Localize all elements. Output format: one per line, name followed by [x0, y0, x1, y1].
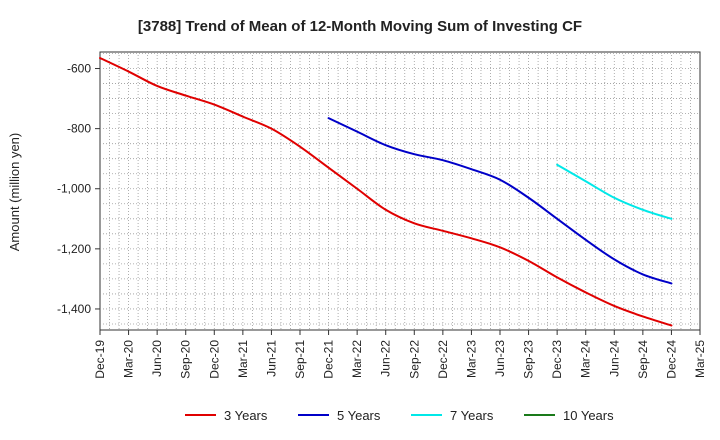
- x-axis: Dec-19 Mar-20 Jun-20 Sep-20 Dec-20 Mar-21 Jun-…: [93, 330, 707, 379]
- x-tick-label: Mar-20: [122, 340, 136, 378]
- x-tick-label: Jun-21: [264, 340, 278, 377]
- x-tick-label: Jun-22: [379, 340, 393, 377]
- x-tick-label: Mar-25: [693, 340, 707, 378]
- series-layer: [99, 57, 673, 327]
- x-tick-label: Mar-24: [579, 340, 593, 378]
- chart-title: [3788] Trend of Mean of 12-Month Moving …: [138, 18, 582, 35]
- x-tick-label: Jun-24: [607, 340, 621, 377]
- legend-label-3-years: 3 Years: [224, 408, 268, 423]
- y-tick-label: -600: [67, 62, 91, 76]
- legend-label-7-years: 7 Years: [450, 408, 494, 423]
- y-tick-label: -1,400: [57, 302, 91, 316]
- y-tick-label: -1,200: [57, 242, 91, 256]
- legend-label-5-years: 5 Years: [337, 408, 381, 423]
- x-tick-label: Dec-22: [436, 340, 450, 379]
- series-line-3-years: [99, 57, 673, 327]
- y-tick-label: -800: [67, 122, 91, 136]
- y-tick-label: -1,000: [57, 182, 91, 196]
- x-tick-label: Dec-19: [93, 340, 107, 379]
- x-tick-label: Sep-22: [407, 340, 421, 379]
- grid: [100, 52, 700, 330]
- x-tick-label: Jun-23: [493, 340, 507, 377]
- x-tick-label: Jun-20: [150, 340, 164, 377]
- legend: 3 Years 5 Years 7 Years 10 Years: [185, 408, 614, 423]
- y-axis-label: Amount (million yen): [7, 133, 22, 252]
- x-tick-label: Sep-21: [293, 340, 307, 379]
- x-tick-label: Mar-21: [236, 340, 250, 378]
- plot-frame: [99, 51, 701, 331]
- x-tick-label: Mar-22: [350, 340, 364, 378]
- series-line-5-years: [327, 117, 673, 285]
- legend-label-10-years: 10 Years: [563, 408, 614, 423]
- series-line-7-years: [556, 163, 673, 220]
- x-tick-label: Sep-20: [179, 340, 193, 379]
- x-tick-label: Dec-21: [322, 340, 336, 379]
- x-tick-label: Dec-23: [550, 340, 564, 379]
- plot-area: [99, 51, 701, 331]
- x-tick-label: Sep-23: [522, 340, 536, 379]
- x-tick-label: Sep-24: [636, 340, 650, 379]
- x-tick-label: Dec-20: [207, 340, 221, 379]
- y-axis: -600 -800 -1,000 -1,200 -1,400: [57, 62, 100, 316]
- x-tick-label: Mar-23: [464, 340, 478, 378]
- x-tick-label: Dec-24: [664, 340, 678, 379]
